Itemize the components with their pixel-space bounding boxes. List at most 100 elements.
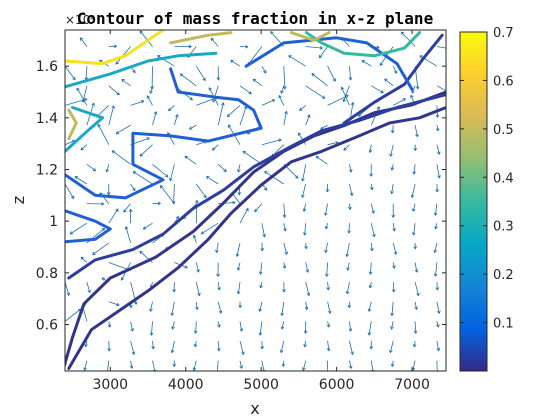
vector-arrowhead — [72, 78, 76, 81]
vector-arrowhead — [101, 227, 105, 230]
vector-arrowhead — [435, 114, 438, 118]
vector-arrowhead — [115, 208, 119, 211]
vector-arrow — [391, 301, 394, 316]
vector-arrowhead — [302, 367, 304, 371]
vector-arrowhead — [147, 137, 150, 141]
colorbar: 0.1 0.2 0.3 0.4 0.5 0.6 0.7 — [459, 26, 514, 372]
vector-arrow — [123, 203, 131, 213]
vector-arrowhead — [175, 114, 178, 117]
vector-arrow — [414, 125, 418, 137]
vector-arrowhead — [111, 105, 114, 109]
vector-arrowhead — [315, 156, 318, 160]
vector-arrowhead — [390, 326, 392, 330]
vector-arrowhead — [308, 292, 311, 296]
vector-arrowhead — [172, 326, 175, 330]
vector-arrowhead — [343, 147, 345, 151]
colorbar-tick-label: 0.5 — [493, 123, 514, 138]
vector-arrowhead — [341, 86, 345, 90]
vector-arrowhead — [304, 246, 307, 250]
vector-arrowhead — [68, 292, 70, 296]
vector-arrowhead — [296, 175, 299, 179]
vector-arrowhead — [435, 189, 438, 193]
vector-arrow — [327, 282, 329, 291]
vector-arrowhead — [410, 94, 414, 98]
vector-arrowhead — [151, 86, 154, 90]
vector-arrow — [392, 262, 395, 269]
vector-arrowhead — [192, 367, 195, 371]
vector-arrowhead — [107, 348, 110, 352]
vector-arrowhead — [307, 269, 310, 273]
vector-arrow — [389, 340, 394, 353]
vector-arrowhead — [152, 346, 155, 350]
vector-arrow — [384, 78, 394, 87]
contour-line — [65, 30, 165, 66]
vector-arrowhead — [412, 171, 415, 175]
vector-arrow — [65, 262, 66, 264]
vector-arrowhead — [437, 287, 440, 291]
vector-arrowhead — [245, 44, 249, 48]
vector-arrow — [436, 125, 439, 131]
vector-arrowhead — [235, 253, 238, 257]
vector-arrowhead — [219, 324, 221, 328]
vector-arrowhead — [217, 273, 220, 277]
vector-arrowhead — [412, 208, 414, 212]
vector-arrowhead — [282, 214, 286, 218]
vector-arrow — [370, 183, 373, 190]
vector-arrow — [65, 183, 75, 199]
vector-arrowhead — [394, 265, 396, 269]
vector-arrowhead — [350, 352, 353, 355]
vector-arrowhead — [189, 126, 192, 130]
vector-arrowhead — [146, 137, 150, 139]
vector-arrowhead — [433, 212, 436, 216]
vector-arrow — [157, 55, 175, 67]
vector-arrowhead — [436, 372, 438, 375]
vector-arrowhead — [347, 304, 350, 308]
vector-arrowhead — [197, 293, 200, 297]
vector-arrowhead — [384, 78, 387, 82]
vector-arrow — [349, 66, 352, 81]
vector-arrow — [302, 164, 307, 182]
vector-arrow — [305, 282, 310, 296]
vector-arrowhead — [225, 168, 227, 172]
vector-arrow — [200, 222, 219, 235]
vector-arrowhead — [202, 78, 206, 81]
vector-arrow — [217, 340, 220, 352]
vector-arrowhead — [391, 289, 395, 293]
vector-arrowhead — [369, 346, 372, 350]
vector-arrowhead — [350, 328, 353, 332]
vector-arrowhead — [168, 109, 172, 112]
vector-arrowhead — [379, 63, 383, 66]
colorbar-tick-label: 0.7 — [493, 26, 514, 41]
vector-arrowhead — [278, 138, 282, 140]
vector-arrowhead — [343, 99, 347, 103]
vector-arrowhead — [305, 245, 308, 249]
vector-arrow — [349, 164, 352, 173]
vector-arrow — [370, 242, 373, 251]
vector-arrowhead — [188, 46, 192, 49]
vector-arrow — [411, 183, 416, 198]
vector-arrowhead — [434, 250, 437, 253]
vector-arrowhead — [391, 312, 394, 316]
vector-arrowhead — [226, 113, 229, 117]
vector-arrowhead — [91, 102, 95, 106]
vector-arrowhead — [149, 90, 151, 94]
vector-arrowhead — [324, 212, 326, 216]
vector-arrowhead — [130, 328, 134, 332]
vector-arrow — [261, 139, 282, 146]
vector-arrowhead — [439, 175, 441, 179]
vector-arrowhead — [245, 207, 249, 211]
vector-arrowhead — [116, 93, 120, 96]
vector-arrowhead — [188, 44, 192, 47]
vector-arrowhead — [193, 343, 196, 348]
x-tick-label: 6000 — [319, 377, 355, 393]
vector-arrow — [130, 183, 136, 191]
vector-arrowhead — [414, 246, 417, 250]
vector-arrowhead — [325, 212, 328, 216]
vector-arrowhead — [413, 232, 416, 236]
vector-arrowhead — [281, 363, 284, 367]
vector-arrow — [283, 262, 286, 269]
vector-arrowhead — [389, 153, 391, 157]
vector-arrowhead — [130, 209, 133, 213]
vector-arrow — [252, 78, 263, 87]
vector-arrow — [130, 321, 134, 332]
